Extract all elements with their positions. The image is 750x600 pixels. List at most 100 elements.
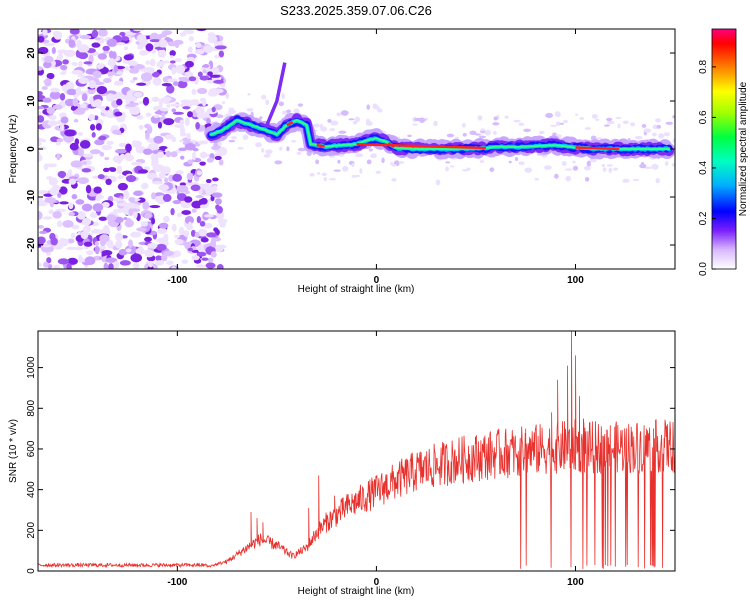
noise-blob (94, 245, 100, 255)
noise-blob (156, 151, 165, 158)
noise-blob (184, 216, 195, 225)
colorbar-tick-label: 0.2 (698, 211, 709, 225)
noise-blob (204, 222, 213, 229)
noise-blob (64, 129, 76, 137)
noise-blob (125, 248, 132, 253)
noise-blob (115, 240, 123, 249)
noise-blob (79, 34, 92, 40)
noise-blob (91, 42, 101, 48)
noise-blob (96, 85, 108, 95)
noise-blob (145, 112, 152, 117)
colorbar: 0.0 0.2 0.4 0.6 0.8 Normalized spectral ampl… (698, 28, 749, 276)
noise-blob (216, 264, 224, 269)
noise-blob (398, 161, 405, 164)
noise-blob (145, 131, 150, 141)
noise-blob (93, 115, 99, 121)
noise-blob (213, 55, 220, 59)
noise-blob (128, 208, 134, 217)
noise-blob (92, 203, 104, 212)
noise-blob (634, 135, 643, 140)
noise-blob (184, 196, 193, 203)
noise-blob (504, 115, 509, 119)
noise-blob (149, 39, 161, 43)
noise-blob (38, 115, 45, 123)
noise-blob (151, 97, 160, 102)
noise-blob (60, 116, 69, 124)
noise-blob (77, 51, 89, 60)
noise-blob (142, 96, 150, 106)
noise-blob (93, 255, 103, 261)
noise-blob (59, 124, 65, 132)
noise-blob (177, 80, 188, 89)
snr-xtick-label: 0 (374, 577, 380, 588)
noise-blob (365, 118, 371, 123)
noise-blob (228, 109, 235, 115)
noise-blob (259, 116, 263, 120)
noise-blob (263, 153, 271, 158)
noise-blob (46, 257, 52, 264)
noise-blob (109, 167, 117, 172)
noise-blob (66, 88, 77, 96)
colorbar-tick-label: 0.0 (698, 262, 709, 276)
noise-blob (641, 124, 647, 128)
noise-blob (207, 35, 218, 44)
noise-blob (337, 159, 341, 164)
noise-blob (89, 123, 96, 131)
noise-blob (48, 115, 57, 120)
noise-blob (183, 230, 190, 237)
noise-blob (38, 46, 49, 55)
noise-blob (108, 50, 114, 59)
noise-blob (144, 249, 155, 258)
noise-blob (107, 71, 114, 76)
spectrogram-ridge-peak (356, 142, 486, 150)
noise-blob (38, 262, 42, 268)
noise-blob (57, 258, 70, 265)
noise-blob (218, 159, 224, 166)
noise-blob (199, 97, 206, 103)
noise-blob (69, 29, 80, 35)
noise-blob (146, 125, 153, 134)
noise-blob (76, 211, 86, 220)
noise-blob (209, 74, 221, 78)
noise-blob (163, 118, 175, 126)
noise-blob (98, 216, 108, 221)
noise-blob (319, 124, 324, 129)
noise-blob (106, 214, 117, 221)
noise-blob (103, 78, 112, 83)
snr-series-layer (38, 331, 675, 569)
noise-blob (485, 129, 491, 136)
noise-blob (163, 215, 170, 223)
noise-blob (78, 147, 85, 157)
noise-blob (69, 142, 79, 151)
noise-blob (640, 161, 645, 167)
noise-blob (157, 121, 163, 129)
noise-blob (179, 119, 185, 125)
noise-blob (81, 93, 88, 102)
noise-blob (187, 46, 193, 53)
noise-blob (606, 164, 614, 167)
noise-blob (340, 110, 349, 116)
noise-blob (218, 146, 228, 156)
noise-blob (116, 98, 123, 106)
noise-blob (559, 122, 565, 125)
noise-blob (508, 160, 512, 164)
noise-blob (160, 107, 169, 112)
noise-blob (38, 189, 49, 195)
noise-blob (51, 47, 56, 54)
noise-blob (156, 61, 165, 68)
noise-blob (94, 99, 103, 107)
noise-blob (118, 142, 127, 148)
noise-blob (632, 179, 640, 182)
noise-blob (56, 138, 64, 143)
noise-blob (95, 123, 102, 131)
noise-blob (622, 178, 630, 183)
noise-blob (117, 175, 125, 180)
noise-blob (93, 186, 102, 194)
noise-blob (166, 260, 174, 266)
noise-blob (80, 103, 87, 109)
noise-blob (171, 136, 177, 143)
noise-blob (94, 37, 101, 41)
snr-ytick-label: 600 (26, 440, 37, 457)
noise-blob (68, 178, 77, 185)
noise-blob (38, 152, 42, 162)
